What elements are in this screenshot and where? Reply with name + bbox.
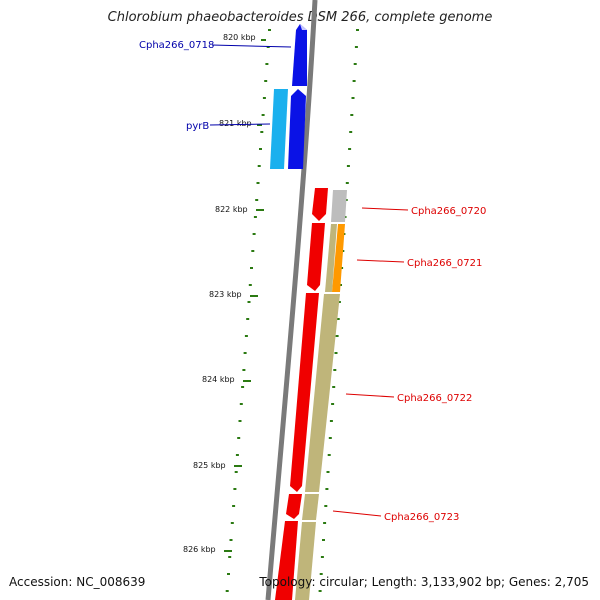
gene-pyrb[interactable] (288, 89, 306, 169)
gene-cpha266-0718[interactable] (292, 24, 307, 86)
genome-backbone (265, 0, 318, 600)
gene-cpha266-0723[interactable] (286, 494, 302, 519)
scale-label-826: 826 kbp (183, 545, 216, 554)
label-cpha266-0720[interactable]: Cpha266_0720 (411, 206, 486, 217)
scale-label-821: 821 kbp (219, 119, 252, 128)
feature-khaki-end[interactable] (295, 522, 316, 600)
label-cpha266-0722[interactable]: Cpha266_0722 (397, 393, 472, 404)
feature-grey[interactable] (331, 190, 347, 222)
gene-labels: Cpha266_0718 pyrB Cpha266_0720 Cpha266_0… (139, 40, 486, 523)
feature-khaki-long[interactable] (305, 294, 340, 492)
scale-label-820: 820 kbp (223, 33, 256, 42)
scale-label-822: 822 kbp (215, 205, 248, 214)
tick-marks-left (225, 29, 271, 592)
gene-cpha266-0721[interactable] (307, 223, 325, 291)
gene-cyan-cds[interactable] (270, 89, 288, 169)
gene-next-reverse[interactable] (275, 521, 298, 600)
label-cpha266-0718[interactable]: Cpha266_0718 (139, 40, 214, 51)
label-cpha266-0723[interactable]: Cpha266_0723 (384, 512, 459, 523)
map-title: Chlorobium phaeobacteroides DSM 266, com… (107, 10, 493, 25)
label-pyrb[interactable]: pyrB (186, 121, 209, 132)
scale-label-823: 823 kbp (209, 290, 242, 299)
feature-track (295, 190, 347, 600)
scale-label-824: 824 kbp (202, 375, 235, 384)
scale-labels: 820 kbp 821 kbp 822 kbp 823 kbp 824 kbp … (183, 33, 266, 554)
label-cpha266-0721[interactable]: Cpha266_0721 (407, 258, 482, 269)
gene-cpha266-0720[interactable] (312, 188, 328, 221)
feature-khaki-small[interactable] (325, 224, 337, 292)
forward-strand-genes (270, 24, 307, 169)
reverse-strand-genes (275, 188, 328, 600)
accession-text: Accession: NC_008639 (9, 575, 146, 589)
feature-orange[interactable] (332, 224, 345, 292)
scale-label-825: 825 kbp (193, 461, 226, 470)
topology-text: Topology: circular; Length: 3,133,902 bp… (259, 575, 589, 589)
feature-khaki-short[interactable] (302, 494, 319, 520)
gene-cpha266-0722[interactable] (290, 293, 319, 492)
